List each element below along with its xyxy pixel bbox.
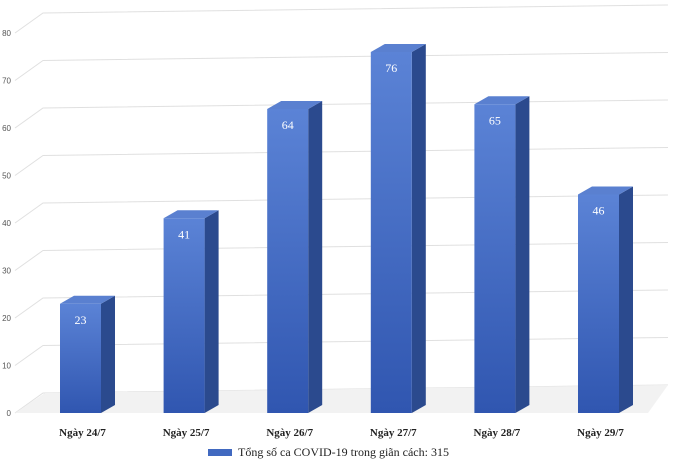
bar-top (267, 101, 323, 109)
bar-top (163, 210, 219, 219)
data-label: 41 (178, 227, 190, 241)
gridline (14, 99, 669, 129)
gridline (14, 337, 669, 366)
x-category-label: Ngày 25/7 (163, 427, 210, 439)
y-tick-label: 50 (2, 172, 11, 181)
bar-top (370, 44, 426, 52)
y-tick-label: 10 (2, 362, 11, 371)
bar: 23 (60, 295, 115, 413)
data-label: 65 (489, 113, 501, 127)
bar-front (474, 104, 516, 413)
gridline (14, 384, 669, 414)
x-axis-categories: Ngày 24/7 Ngày 25/7 Ngày 26/7 Ngày 27/7 Ngày… (59, 427, 624, 439)
x-category-label: Ngày 27/7 (370, 427, 417, 439)
y-tick-label: 40 (2, 219, 11, 228)
bar-front (163, 218, 205, 413)
x-category-label: Ngày 24/7 (59, 427, 106, 439)
y-tick-label: 0 (7, 409, 12, 418)
bar-side (308, 101, 323, 413)
bar-side (101, 295, 115, 413)
gridline (14, 242, 669, 271)
bar-chart: 0 10 20 30 40 50 60 70 80 23 41 64 76 65 46 Ngày 24/7… (2, 4, 669, 439)
bar-front (60, 303, 101, 413)
legend-label: Tổng số ca COVID-19 trong giãn cách: 315 (238, 444, 449, 459)
bar-front (578, 194, 619, 413)
bar: 46 (578, 186, 633, 413)
bar-top (60, 295, 115, 304)
y-axis-ticks: 0 10 20 30 40 50 60 70 80 (2, 29, 11, 418)
y-tick-label: 70 (2, 77, 11, 86)
data-label: 76 (385, 61, 397, 75)
gridline (14, 4, 669, 34)
bar: 41 (163, 210, 219, 413)
legend: Tổng số ca COVID-19 trong giãn cách: 315 (208, 443, 449, 461)
y-tick-label: 20 (2, 314, 11, 323)
bar: 65 (474, 96, 530, 413)
gridlines (14, 4, 669, 414)
bar: 76 (370, 44, 426, 413)
data-label: 23 (75, 313, 87, 327)
gridline (14, 194, 669, 224)
gridline (14, 147, 669, 176)
x-category-label: Ngày 26/7 (266, 427, 313, 439)
y-tick-label: 80 (2, 29, 11, 38)
x-category-label: Ngày 28/7 (474, 427, 521, 439)
bar-side (204, 210, 219, 413)
bar-side (619, 186, 633, 413)
bar: 64 (267, 101, 323, 413)
x-category-label: Ngày 29/7 (577, 427, 624, 439)
bar-front (370, 52, 412, 413)
gridline (14, 52, 669, 81)
bar-side (515, 96, 530, 413)
gridline (14, 289, 669, 319)
bar-top (578, 186, 633, 195)
data-label: 64 (282, 118, 294, 132)
bar-top (474, 96, 530, 105)
y-tick-label: 30 (2, 267, 11, 276)
bar-side (411, 44, 426, 413)
data-label: 46 (593, 204, 605, 218)
bar-front (267, 109, 309, 413)
legend-swatch (208, 448, 232, 456)
y-tick-label: 60 (2, 124, 11, 133)
bars: 23 41 64 76 65 46 (60, 44, 633, 413)
